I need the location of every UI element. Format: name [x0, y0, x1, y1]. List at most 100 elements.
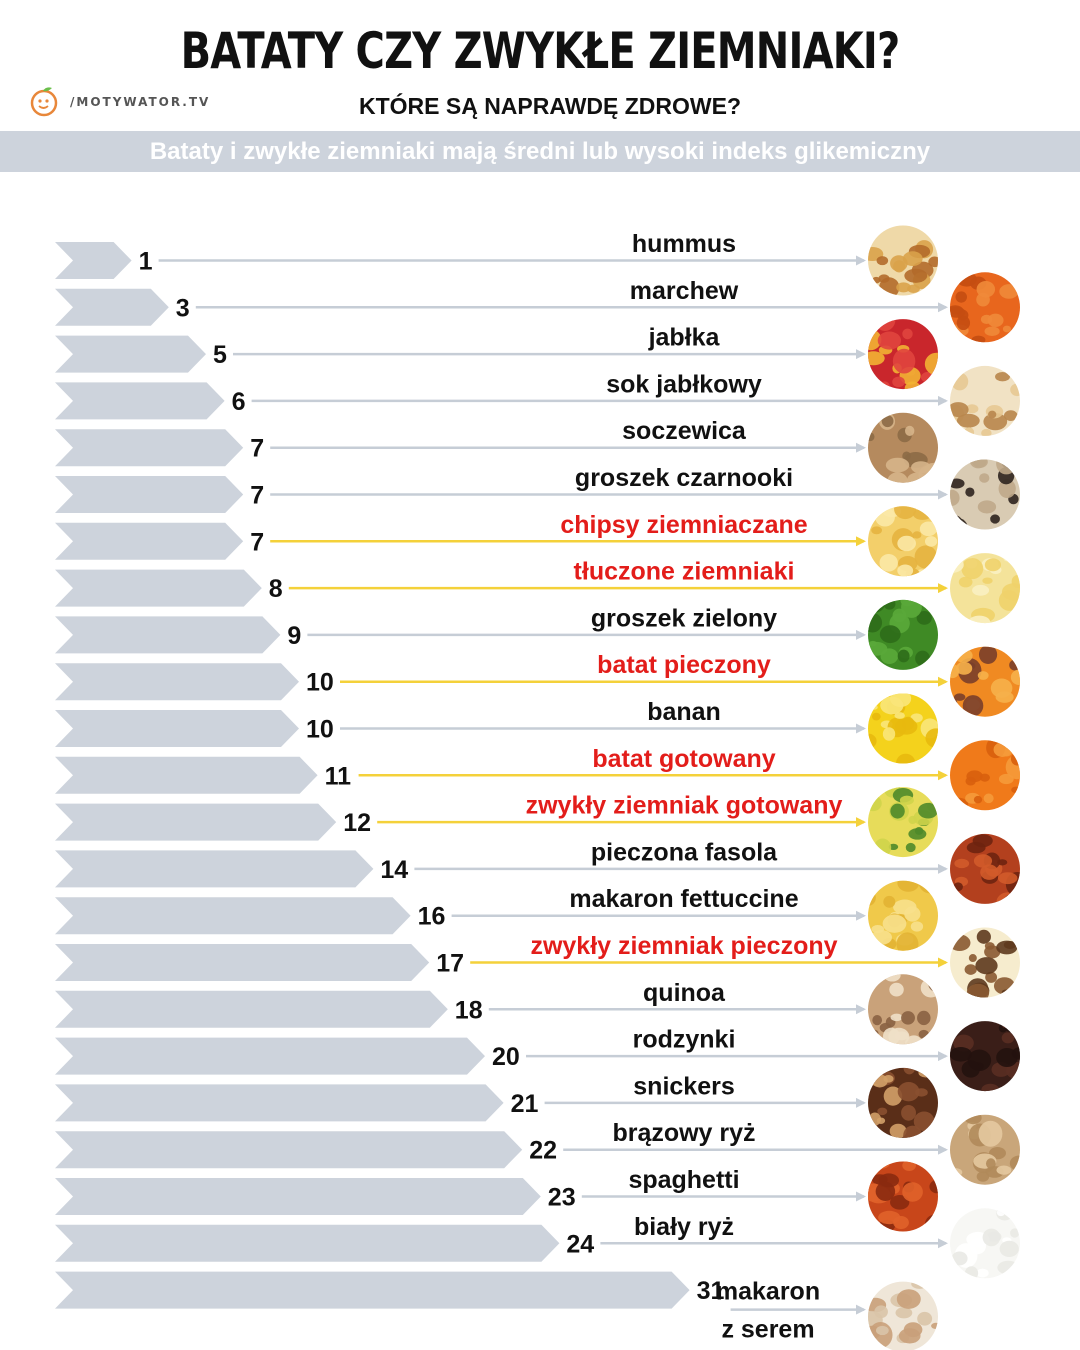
page-title: BATATY CZY ZWYKŁE ZIEMNIAKI? — [180, 22, 901, 80]
category-label: marchew — [630, 277, 739, 305]
value-label: 16 — [418, 903, 446, 931]
category-label: makaron — [716, 1278, 820, 1306]
value-label: 31 — [697, 1277, 725, 1305]
category-label: biały ryż — [634, 1213, 734, 1241]
value-label: 20 — [492, 1043, 520, 1071]
apple-icon — [868, 319, 938, 390]
bar-groszek-zielony — [55, 616, 281, 654]
banner-text: Bataty i zwykłe ziemniaki mają średni lu… — [149, 138, 931, 165]
bar-snickers — [55, 1084, 504, 1122]
category-label: batat pieczony — [597, 651, 771, 679]
banner: Bataty i zwykłe ziemniaki mają średni lu… — [0, 131, 1080, 172]
bar-jabłka — [55, 335, 206, 373]
bar-tłuczone-ziemniaki — [55, 569, 262, 607]
banana-icon — [868, 693, 938, 764]
category-label: rodzynki — [633, 1026, 736, 1054]
fettuccine-icon — [868, 880, 938, 951]
bar-biały-ryż — [55, 1224, 560, 1262]
value-label: 14 — [380, 856, 408, 884]
bar-hummus — [55, 242, 132, 279]
potato-chips-icon — [868, 506, 938, 577]
category-label: sok jabłkowy — [606, 370, 762, 398]
carrot-icon — [950, 272, 1020, 343]
spaghetti-icon — [868, 1161, 938, 1232]
category-label: quinoa — [643, 979, 726, 1007]
mashed-potato-icon — [950, 553, 1020, 624]
category-label: groszek czarnooki — [575, 464, 793, 492]
bar-makaron-fettuccine — [55, 897, 411, 935]
mac-and-cheese-icon — [868, 1281, 938, 1350]
value-label: 24 — [566, 1230, 594, 1258]
black-eyed-pea-icon — [950, 459, 1020, 530]
bar-marchew — [55, 288, 169, 326]
baked-sweet-potato-icon — [950, 646, 1020, 717]
value-label: 17 — [436, 950, 464, 978]
value-label: 6 — [232, 388, 246, 416]
bar-batat-pieczony — [55, 663, 299, 701]
bar-quinoa — [55, 990, 448, 1028]
baked-potato-icon — [950, 927, 1020, 998]
category-label: groszek zielony — [591, 604, 777, 632]
bar-groszek-czarnooki — [55, 476, 244, 513]
bar-pieczona-fasola — [55, 850, 374, 888]
white-rice-icon — [950, 1208, 1020, 1279]
category-label: zwykły ziemniak pieczony — [530, 932, 837, 960]
value-label: 7 — [250, 435, 264, 463]
value-label: 5 — [213, 341, 227, 369]
category-label: banan — [647, 698, 721, 726]
value-label: 11 — [325, 762, 352, 790]
value-label: 7 — [250, 528, 264, 556]
baked-beans-icon — [950, 833, 1020, 904]
raisin-icon — [950, 1021, 1020, 1092]
category-label: hummus — [632, 230, 736, 258]
category-label: pieczona fasola — [591, 838, 778, 866]
bar-zwykły-ziemniak-gotowany — [55, 803, 337, 841]
value-label: 7 — [250, 482, 264, 510]
boiled-sweet-potato-icon — [950, 740, 1020, 811]
bar-zwykły-ziemniak-pieczony — [55, 944, 430, 981]
category-label: chipsy ziemniaczane — [560, 511, 807, 539]
bar-chipsy-ziemniaczane — [55, 522, 244, 560]
apple-juice-icon — [950, 365, 1020, 436]
category-label: snickers — [633, 1072, 734, 1100]
category-label: brązowy ryż — [612, 1119, 755, 1147]
category-label: spaghetti — [628, 1166, 739, 1194]
category-label: jabłka — [648, 324, 721, 352]
subtitle: KTÓRE SĄ NAPRAWDĘ ZDROWE? — [358, 93, 742, 119]
category-label: zwykły ziemniak gotowany — [526, 792, 843, 820]
value-label: 9 — [287, 622, 301, 650]
bar-batat-gotowany — [55, 756, 318, 794]
bar-brązowy-ryż — [55, 1131, 523, 1169]
bar-soczewica — [55, 429, 244, 467]
value-label: 3 — [176, 294, 190, 322]
logo-icon — [30, 87, 58, 117]
value-label: 21 — [511, 1090, 539, 1118]
bar-banan — [55, 710, 299, 747]
quinoa-icon — [868, 974, 938, 1045]
brown-rice-icon — [950, 1114, 1020, 1185]
category-label: tłuczone ziemniaki — [574, 558, 795, 586]
bar-sok-jabłkowy — [55, 382, 225, 420]
lentil-icon — [868, 412, 938, 483]
value-label: 23 — [548, 1184, 576, 1212]
bar-spaghetti — [55, 1178, 541, 1215]
value-label: 12 — [343, 809, 371, 837]
value-label: 8 — [269, 575, 283, 603]
logo: /MOTYWATOR.TV — [28, 86, 210, 118]
logo-text: /MOTYWATOR.TV — [70, 95, 211, 109]
snickers-icon — [868, 1067, 938, 1138]
value-label: 10 — [306, 716, 334, 744]
value-label: 22 — [529, 1137, 557, 1165]
green-pea-icon — [868, 599, 938, 670]
value-label: 1 — [139, 248, 153, 276]
bar-makaron-z-serem — [55, 1271, 690, 1309]
category-label: batat gotowany — [592, 745, 775, 773]
value-label: 10 — [306, 669, 334, 697]
bar-rodzynki — [55, 1037, 485, 1075]
category-label: makaron fettuccine — [569, 885, 798, 913]
value-label: 18 — [455, 996, 483, 1024]
category-label: z serem — [721, 1316, 814, 1344]
boiled-potato-icon — [868, 787, 938, 858]
category-label: soczewica — [622, 417, 747, 445]
